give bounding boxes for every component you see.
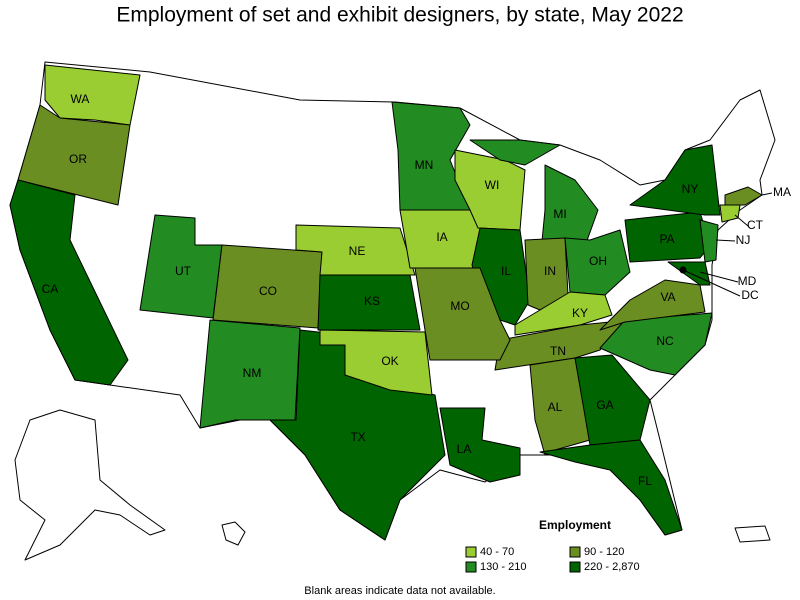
state-label: MA: [773, 185, 791, 199]
state-label: MN: [415, 158, 434, 172]
state-shape: [539, 439, 683, 536]
state-label: OH: [589, 254, 607, 268]
state-label: NE: [349, 244, 366, 258]
state-shape: [319, 329, 433, 396]
state-label: IN: [544, 264, 556, 278]
state-label: CO: [259, 284, 277, 298]
state-label: MO: [450, 299, 469, 313]
state-label: NY: [682, 182, 699, 196]
state-shape: [295, 224, 416, 276]
legend-label: 40 - 70: [480, 546, 514, 558]
state-label: KY: [572, 306, 588, 320]
state-label: IA: [436, 230, 447, 244]
legend-label: 90 - 120: [584, 546, 624, 558]
state-label: FL: [638, 474, 652, 488]
legend-swatch: [569, 561, 581, 573]
legend-label: 130 - 210: [480, 561, 526, 573]
state-label: OK: [381, 354, 398, 368]
state-shape: [414, 267, 511, 361]
map-title: Employment of set and exhibit designers,…: [116, 4, 683, 27]
leader-line: [761, 192, 773, 196]
state-label: LA: [457, 442, 472, 456]
state-label: WA: [71, 92, 90, 106]
state-label: NC: [656, 334, 674, 348]
state-shape: [494, 319, 631, 371]
legend-title: Employment: [539, 518, 611, 532]
state-labels: WA OR CA UT CO NM TX OK KS NE IA MN WI MI IL IN OH KY TN MO…: [42, 92, 791, 488]
state-shape: [629, 144, 721, 216]
note: Blank areas indicate data not available.: [304, 585, 495, 597]
state-shape: [9, 179, 129, 386]
state-label: NJ: [736, 233, 751, 247]
state-label: MI: [553, 207, 566, 221]
state-shape: [667, 261, 711, 286]
state-label: TN: [550, 344, 566, 358]
state-shape: [439, 407, 521, 483]
state-label: VA: [660, 290, 675, 304]
state-label: TX: [350, 430, 365, 444]
hawaii: [221, 521, 246, 546]
state-shape: [17, 104, 131, 206]
state-label: UT: [175, 264, 192, 278]
state-label: PA: [659, 232, 674, 246]
state-label: MD: [738, 274, 757, 288]
state-label: CA: [42, 282, 59, 296]
puerto-rico: [734, 525, 771, 543]
state-label: WI: [485, 178, 500, 192]
legend-swatch: [569, 546, 581, 558]
alaska: [14, 409, 166, 561]
states: [9, 64, 763, 541]
leader-line: [715, 239, 736, 242]
state-shape: [699, 219, 719, 263]
leader-line: [734, 214, 749, 227]
state-label: CT: [747, 218, 764, 232]
state-shape: [574, 354, 651, 446]
legend-swatch: [465, 546, 477, 558]
leader-line: [699, 271, 739, 283]
state-shape: [719, 204, 741, 223]
legend-swatch: [465, 561, 477, 573]
state-label: AL: [548, 400, 563, 414]
legend: 40 - 70 90 - 120 130 - 210 220 - 2,870: [465, 546, 640, 573]
state-shape: [44, 64, 141, 126]
leader-line: [682, 269, 741, 297]
state-label: DC: [741, 288, 759, 302]
state-label: OR: [69, 152, 87, 166]
state-label: GA: [596, 398, 613, 412]
state-shape: [469, 139, 561, 166]
state-label: KS: [364, 294, 380, 308]
legend-label: 220 - 2,870: [584, 561, 640, 573]
state-label: NM: [243, 366, 262, 380]
state-shape: [724, 186, 763, 206]
state-shape: [514, 291, 613, 336]
state-label: IL: [501, 264, 511, 278]
